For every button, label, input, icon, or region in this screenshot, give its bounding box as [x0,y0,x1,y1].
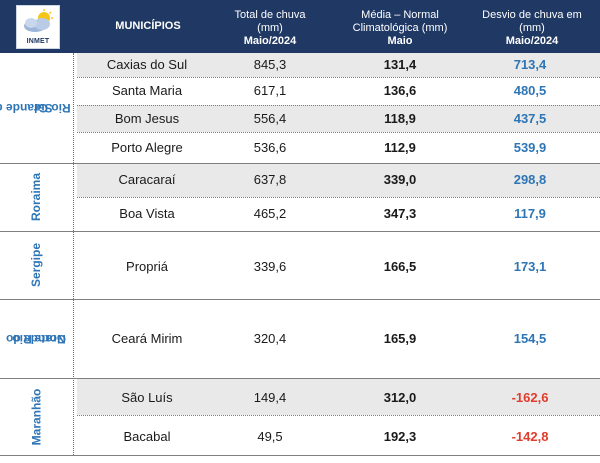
header-total-chuva: Total de chuva (mm) Maio/2024 [215,9,325,48]
total-cell: 536,6 [253,140,287,155]
total-cell: 556,4 [253,111,287,126]
table-bottom-border [0,455,600,456]
row-separator [77,77,600,78]
municipio-cell: Caracaraí [118,172,176,187]
media-cell: 166,5 [383,259,417,274]
row-stripe [77,163,600,197]
total-label-line1: Total de chuva [234,9,306,21]
desvio-label-line1: Desvio de chuva em [482,9,582,21]
header-media-normal: Média – Normal Climatológica (mm) Maio [335,9,465,48]
media-cell: 165,9 [383,331,417,346]
municipio-cell: Bacabal [123,429,171,444]
media-cell: 131,4 [383,57,417,72]
state-column-divider [73,53,74,455]
sun-cloud-icon [24,9,53,32]
inmet-logo: INMET [16,5,60,49]
media-cell: 112,9 [384,140,416,155]
media-cell: 136,6 [383,83,417,98]
municipio-cell: Caxias do Sul [106,57,188,72]
desvio-cell: 713,4 [513,57,547,72]
total-cell: 845,3 [253,57,287,72]
municipio-cell: Ceará Mirim [111,331,183,346]
total-label-period: Maio/2024 [243,35,297,47]
desvio-cell: 480,5 [513,83,547,98]
row-separator [77,132,600,133]
total-cell: 320,4 [253,331,287,346]
state-label-line: Roraima [29,172,43,222]
desvio-cell: 437,5 [513,111,547,126]
municipio-cell: Porto Alegre [111,140,183,155]
desvio-cell: 298,8 [513,172,547,187]
row-stripe [77,105,600,132]
desvio-cell: -142,8 [511,429,549,444]
region-separator [0,378,600,379]
state-label-line: Sergipe [28,242,43,288]
desvio-label-period: Maio/2024 [505,35,559,47]
table-header: INMET MUNICÍPIOS Total de chuva (mm) Mai… [0,0,600,53]
region-separator [0,231,600,232]
municipio-cell: São Luís [121,390,173,405]
total-cell: 339,6 [253,259,287,274]
region-separator [0,163,600,164]
desvio-cell: 154,5 [513,331,547,346]
media-cell: 347,3 [383,206,417,221]
desvio-cell: 173,1 [513,259,547,274]
logo-label: INMET [26,38,50,45]
municipio-cell: Santa Maria [111,83,183,98]
total-cell: 617,1 [253,83,287,98]
desvio-cell: 117,9 [514,206,546,221]
state-label-line: Norte [34,331,66,346]
row-separator [77,415,600,416]
municipios-label: MUNICÍPIOS [115,20,181,32]
total-label-line2: (mm) [257,22,283,34]
municipio-cell: Propriá [126,259,168,274]
total-cell: 465,2 [253,206,287,221]
media-cell: 118,9 [384,111,416,126]
media-label-line1: Média – Normal [361,9,439,21]
total-cell: 149,4 [253,390,287,405]
header-municipios: MUNICÍPIOS [88,20,208,33]
total-cell: 49,5 [257,429,283,444]
region-separator [0,299,600,300]
row-separator [77,197,600,198]
row-stripe [77,53,600,77]
row-separator [77,105,600,106]
state-label-line: Sul [33,101,53,115]
media-cell: 339,0 [383,172,417,187]
state-label-roraima: Roraima [0,163,72,231]
desvio-cell: -162,6 [511,390,549,405]
media-cell: 192,3 [383,429,417,444]
header-desvio-chuva: Desvio de chuva em (mm) Maio/2024 [468,9,596,48]
state-label-sergipe: Sergipe [0,231,72,299]
municipio-cell: Bom Jesus [114,111,180,126]
media-label-period: Maio [387,35,413,47]
municipio-cell: Boa Vista [119,206,175,221]
state-label-maranhao: Maranhão [0,378,72,455]
row-stripe [77,378,600,415]
state-label-line: Maranhão [29,388,43,445]
desvio-label-line2: (mm) [519,22,545,34]
media-label-line2: Climatológica (mm) [352,22,448,34]
media-cell: 312,0 [383,390,417,405]
state-label-rio-grande-do-norte: Rio Grande do Norte [0,299,72,378]
total-cell: 637,8 [253,172,287,187]
desvio-cell: 539,9 [513,140,547,155]
